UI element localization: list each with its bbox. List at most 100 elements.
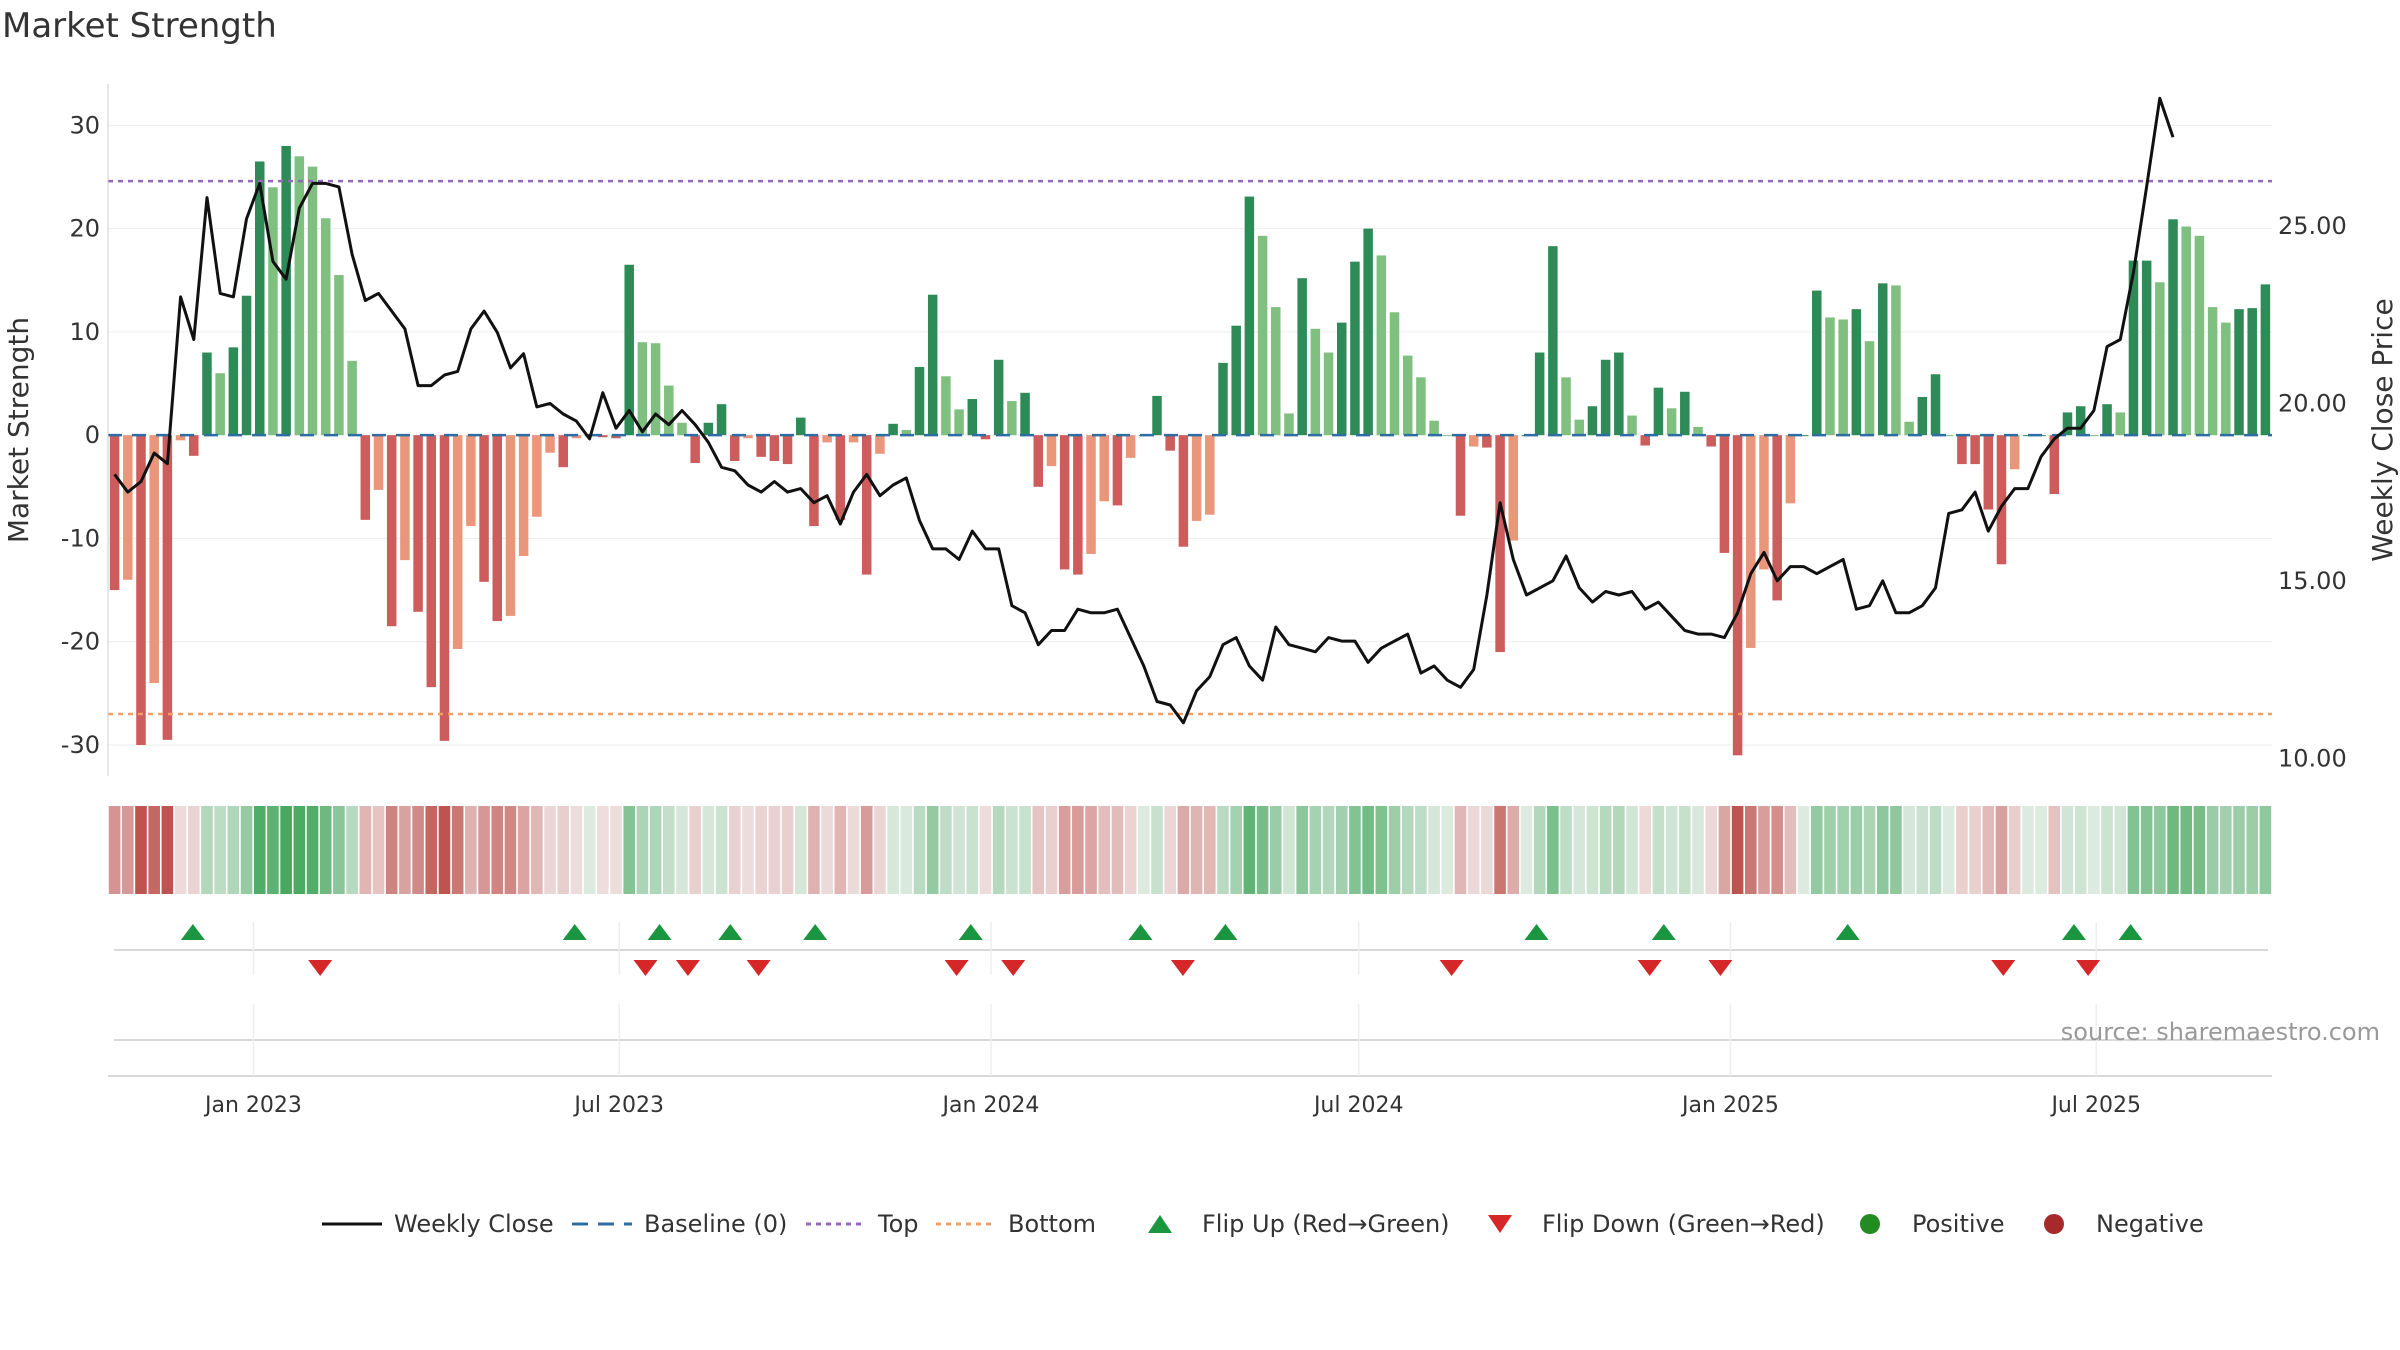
heat-cell bbox=[1982, 806, 1995, 894]
heat-cell bbox=[979, 806, 992, 894]
heat-cell bbox=[1006, 806, 1018, 894]
legend-item: Weekly Close bbox=[322, 1210, 554, 1238]
strength-bar bbox=[505, 435, 516, 616]
strength-bar bbox=[558, 435, 568, 468]
strength-bar bbox=[123, 435, 133, 580]
heat-cell bbox=[821, 806, 833, 894]
y2-tick-label: 20.00 bbox=[2278, 389, 2347, 417]
strength-bar bbox=[1600, 359, 1611, 436]
strength-bar bbox=[1336, 322, 1347, 436]
heat-cell bbox=[1111, 806, 1124, 894]
legend-label: Baseline (0) bbox=[644, 1210, 787, 1238]
strength-bar bbox=[1891, 285, 1901, 436]
weekly-close-line bbox=[113, 96, 2175, 725]
heat-cell bbox=[135, 806, 147, 894]
strength-bar bbox=[1812, 290, 1822, 436]
heat-cell bbox=[306, 806, 319, 894]
heat-cell bbox=[1850, 806, 1863, 894]
heat-cell bbox=[148, 806, 160, 894]
strength-bar bbox=[1746, 435, 1756, 648]
strength-bar bbox=[756, 435, 766, 457]
legend-item: Top bbox=[806, 1210, 919, 1238]
x-tick-label: Jan 2025 bbox=[1680, 1093, 1779, 1118]
flip-up-marker bbox=[1213, 924, 1238, 940]
heat-cell bbox=[2061, 806, 2074, 894]
price-line bbox=[113, 96, 2175, 725]
strength-bar bbox=[1455, 435, 1466, 516]
strength-bar bbox=[1772, 435, 1782, 601]
y-tick-label: 10 bbox=[69, 318, 100, 346]
heat-cell bbox=[676, 806, 688, 894]
flip-up-marker bbox=[2061, 924, 2086, 940]
heat-cell bbox=[715, 806, 728, 894]
strength-bar bbox=[1389, 312, 1400, 436]
strength-bar bbox=[1218, 362, 1228, 436]
strength-bar bbox=[848, 435, 859, 443]
strength-bar bbox=[1112, 435, 1123, 506]
strength-bar bbox=[1495, 435, 1505, 653]
legend-label: Weekly Close bbox=[394, 1210, 554, 1238]
strength-bar bbox=[1825, 317, 1835, 436]
heat-cell bbox=[187, 806, 200, 894]
strength-bar bbox=[109, 435, 120, 591]
strength-bar bbox=[162, 435, 173, 740]
strength-bar bbox=[2168, 219, 2178, 436]
heat-cell bbox=[346, 806, 358, 894]
heat-cell bbox=[1876, 806, 1889, 894]
flip-down-marker bbox=[1439, 960, 1464, 976]
flip-up-marker bbox=[1835, 924, 1860, 940]
strength-bar bbox=[1284, 413, 1294, 436]
strength-bar bbox=[202, 352, 212, 436]
strength-bar bbox=[993, 359, 1004, 436]
legend-label: Flip Down (Green→Red) bbox=[1542, 1210, 1825, 1238]
y2-tick-label: 15.00 bbox=[2278, 567, 2347, 595]
heat-cell bbox=[1507, 806, 1520, 894]
strength-bar bbox=[1073, 435, 1083, 575]
strength-bar bbox=[1020, 392, 1030, 436]
strength-bar bbox=[1297, 278, 1307, 436]
strength-bar bbox=[822, 435, 832, 443]
strength-bar bbox=[743, 435, 753, 439]
strength-bar bbox=[1574, 419, 1585, 436]
strength-bar bbox=[1271, 307, 1281, 436]
flip-up-marker bbox=[1128, 924, 1153, 940]
heat-cell bbox=[1758, 806, 1770, 894]
heat-cell bbox=[1916, 806, 1929, 894]
strength-bar bbox=[400, 435, 410, 561]
strength-bar bbox=[1178, 435, 1189, 547]
heat-cell bbox=[794, 806, 807, 894]
strength-bar bbox=[360, 435, 371, 520]
strength-bar bbox=[439, 435, 450, 741]
heat-cell bbox=[781, 806, 794, 894]
legend-label: Top bbox=[877, 1210, 919, 1238]
legend-swatch bbox=[1860, 1214, 1880, 1234]
strength-bar bbox=[571, 435, 582, 439]
strength-bar bbox=[479, 435, 489, 582]
strength-heat-band bbox=[108, 806, 2272, 894]
heat-cell bbox=[1335, 806, 1348, 894]
heat-cell bbox=[161, 806, 174, 894]
strength-bar bbox=[914, 366, 925, 436]
strength-bar bbox=[1125, 435, 1136, 458]
strength-bar bbox=[809, 435, 819, 527]
strength-bar bbox=[1363, 228, 1373, 436]
strength-bar bbox=[954, 409, 964, 436]
strength-bar bbox=[1508, 435, 1519, 541]
flip-up-marker bbox=[1524, 924, 1549, 940]
flip-up-marker bbox=[647, 924, 672, 940]
strength-bar bbox=[334, 275, 344, 436]
strength-bar bbox=[2221, 322, 2231, 436]
x-tick-label: Jan 2024 bbox=[941, 1093, 1040, 1118]
heat-cell bbox=[1995, 806, 2008, 894]
heat-cell bbox=[2246, 806, 2259, 894]
heat-cell bbox=[1467, 806, 1480, 894]
heat-cell bbox=[201, 806, 213, 894]
y-tick-label: -30 bbox=[61, 731, 100, 759]
heat-cell bbox=[1415, 806, 1427, 894]
heat-cell bbox=[451, 806, 464, 894]
heat-cell bbox=[1401, 806, 1414, 894]
heat-cell bbox=[1665, 806, 1678, 894]
x-tick-label: Jul 2024 bbox=[1312, 1093, 1404, 1118]
strength-bar bbox=[1561, 377, 1571, 436]
strength-bar bbox=[598, 435, 608, 438]
